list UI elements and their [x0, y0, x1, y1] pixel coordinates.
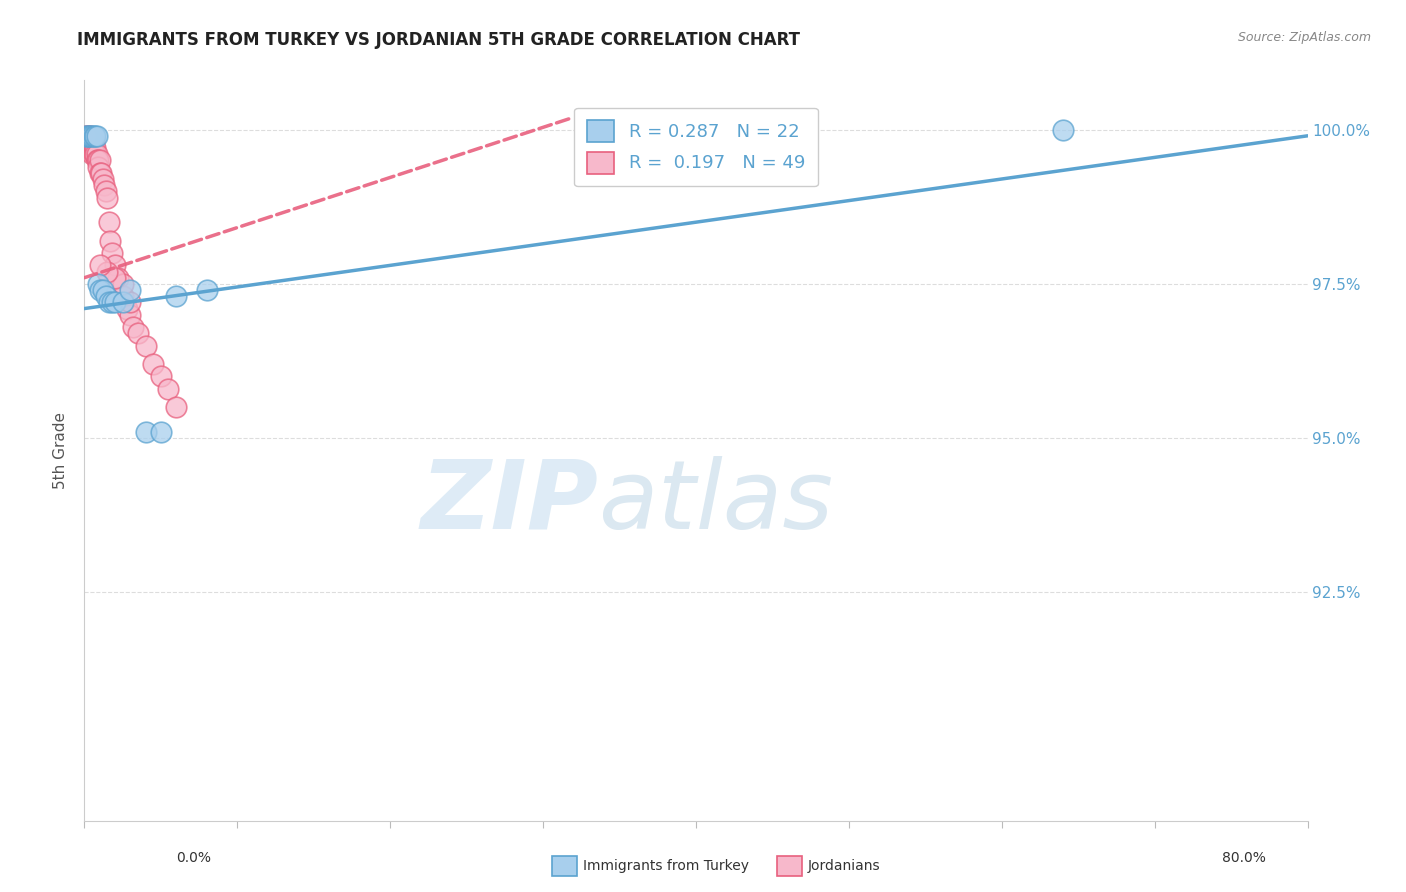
Point — [165, 401, 187, 415]
Point — [87, 153, 110, 168]
Point — [80, 147, 103, 161]
Point — [77, 128, 100, 143]
Point — [94, 185, 117, 199]
Text: 80.0%: 80.0% — [1222, 851, 1265, 865]
Point — [83, 135, 105, 149]
Point — [101, 246, 124, 260]
Text: IMMIGRANTS FROM TURKEY VS JORDANIAN 5TH GRADE CORRELATION CHART: IMMIGRANTS FROM TURKEY VS JORDANIAN 5TH … — [77, 31, 800, 49]
Point — [96, 264, 118, 278]
Legend: R = 0.287   N = 22, R =  0.197   N = 49: R = 0.287 N = 22, R = 0.197 N = 49 — [575, 108, 817, 186]
Point — [75, 135, 97, 149]
Point — [76, 128, 98, 143]
Point — [84, 147, 107, 161]
Point — [93, 178, 115, 193]
Point — [75, 128, 97, 143]
Point — [101, 295, 124, 310]
Point — [79, 141, 101, 155]
Point — [104, 270, 127, 285]
Point — [195, 283, 218, 297]
Point — [89, 283, 111, 297]
Point — [120, 295, 142, 310]
Point — [83, 128, 105, 143]
Point — [96, 190, 118, 204]
Point — [86, 128, 108, 143]
Point — [84, 128, 107, 143]
Point — [1052, 122, 1074, 136]
Point — [94, 289, 117, 303]
Point — [135, 338, 157, 352]
Point — [97, 215, 120, 229]
Point — [83, 141, 105, 155]
Point — [77, 128, 100, 143]
Text: Jordanians: Jordanians — [808, 859, 880, 873]
Text: Source: ZipAtlas.com: Source: ZipAtlas.com — [1237, 31, 1371, 45]
Point — [115, 301, 138, 316]
Point — [77, 141, 100, 155]
Point — [122, 320, 145, 334]
Point — [87, 277, 110, 291]
Point — [86, 153, 108, 168]
Point — [135, 425, 157, 439]
Point — [98, 234, 121, 248]
Point — [86, 147, 108, 161]
Text: atlas: atlas — [598, 456, 834, 549]
Point — [80, 135, 103, 149]
Point — [79, 128, 101, 143]
Point — [77, 135, 100, 149]
Text: ZIP: ZIP — [420, 456, 598, 549]
Point — [97, 295, 120, 310]
Point — [79, 135, 101, 149]
Point — [157, 382, 180, 396]
Point — [111, 295, 134, 310]
Point — [80, 141, 103, 155]
Point — [76, 135, 98, 149]
Point — [104, 295, 127, 310]
Point — [149, 369, 172, 384]
Point — [80, 128, 103, 143]
Point — [75, 128, 97, 143]
Point — [76, 128, 98, 143]
Point — [83, 147, 105, 161]
Y-axis label: 5th Grade: 5th Grade — [53, 412, 69, 489]
Point — [165, 289, 187, 303]
Point — [79, 128, 101, 143]
Point — [120, 283, 142, 297]
Text: Immigrants from Turkey: Immigrants from Turkey — [582, 859, 749, 873]
Point — [111, 277, 134, 291]
Point — [89, 259, 111, 273]
Point — [91, 283, 114, 297]
Point — [89, 153, 111, 168]
Point — [149, 425, 172, 439]
Text: 0.0%: 0.0% — [176, 851, 211, 865]
Point — [87, 160, 110, 174]
Point — [120, 308, 142, 322]
Point — [91, 172, 114, 186]
Point — [127, 326, 149, 341]
Point — [89, 166, 111, 180]
Point — [111, 289, 134, 303]
Point — [104, 259, 127, 273]
Point — [107, 270, 129, 285]
Point — [142, 357, 165, 371]
Point — [84, 141, 107, 155]
Point — [90, 166, 112, 180]
